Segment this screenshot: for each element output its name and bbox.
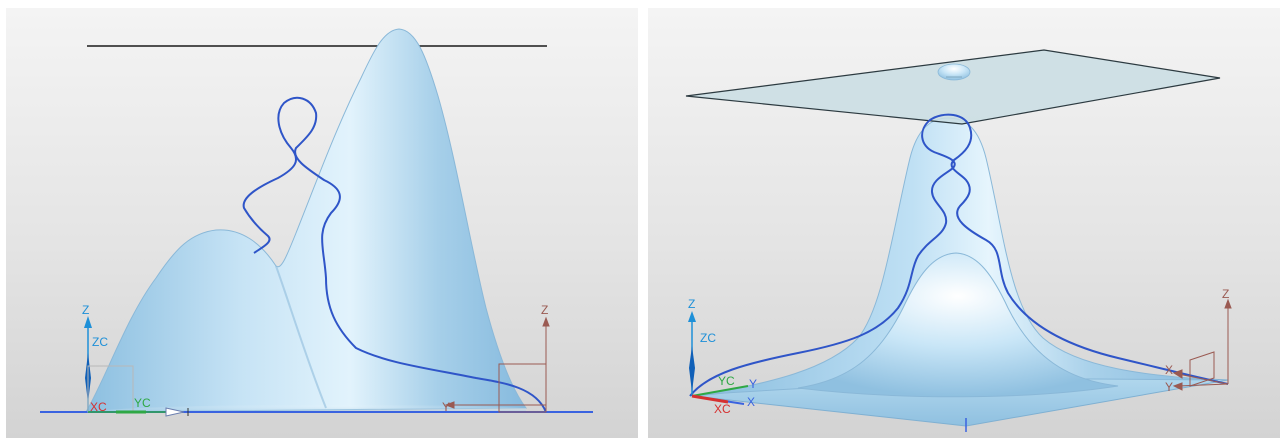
abs-y-label: Y <box>1165 380 1173 394</box>
left-viewport[interactable]: ZC Z XC YC Z Y <box>6 8 638 438</box>
absolute-triad-right-view[interactable]: Z X Y <box>1165 287 1232 394</box>
zc-label: ZC <box>700 331 716 345</box>
spline-curve[interactable] <box>689 113 1229 397</box>
yc-label: YC <box>718 374 735 388</box>
yc-label: YC <box>134 396 151 410</box>
right-viewport-canvas[interactable]: ZC Z YC XC Y X Z X Y <box>648 8 1280 438</box>
abs-z-label: Z <box>541 303 548 317</box>
right-viewport[interactable]: ZC Z YC XC Y X Z X Y <box>648 8 1280 438</box>
floating-plane[interactable] <box>685 49 1221 125</box>
left-viewport-canvas[interactable]: ZC Z XC YC Z Y <box>6 8 638 438</box>
xc-label: XC <box>714 402 731 416</box>
inner-bump-surface[interactable] <box>797 252 1119 398</box>
plane-bump[interactable] <box>937 63 971 81</box>
abs-z-label: Z <box>1222 287 1229 301</box>
abs-x-label: X <box>1165 363 1173 377</box>
z-label: Z <box>82 303 89 317</box>
absolute-triad-left[interactable]: Z Y <box>442 303 550 414</box>
spline-curve[interactable] <box>242 96 547 413</box>
xc-label: XC <box>90 400 107 414</box>
y-label: Y <box>749 377 757 391</box>
abs-y-label: Y <box>442 400 450 414</box>
x-label: X <box>747 395 755 409</box>
wcs-triad-right-view[interactable]: ZC Z YC XC Y X <box>688 297 757 416</box>
wcs-triad-left[interactable]: ZC Z XC YC <box>82 303 189 417</box>
zc-label: ZC <box>92 335 108 349</box>
freeform-surface[interactable] <box>85 28 527 413</box>
z-label: Z <box>688 297 695 311</box>
